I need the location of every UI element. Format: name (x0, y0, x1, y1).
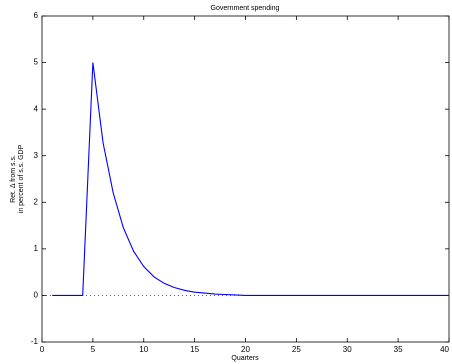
x-tick-label: 40 (440, 345, 449, 354)
y-tick-label: 0 (34, 291, 39, 300)
y-tick-label: 4 (34, 104, 39, 113)
data-line (52, 62, 449, 296)
x-tick-label: 0 (40, 345, 45, 354)
y-axis-label: in percent of s.s. GDP (18, 144, 25, 213)
x-tick-label: 10 (139, 345, 148, 354)
y-tick-label: 2 (34, 197, 39, 206)
y-tick-label: 1 (34, 244, 39, 253)
plot-frame (41, 15, 450, 343)
x-tick-label: 20 (241, 345, 250, 354)
y-axis-label: Ret. Δ from s.s. (10, 155, 17, 203)
x-tick-label: 5 (91, 345, 96, 354)
y-tick-label: -1 (31, 337, 39, 346)
chart-title: Government spending (211, 5, 280, 12)
x-tick-label: 35 (394, 345, 403, 354)
y-tick-label: 5 (34, 58, 39, 67)
x-tick-label: 30 (343, 345, 352, 354)
x-axis-label: Quarters (231, 355, 259, 362)
y-tick-label: 3 (34, 151, 39, 160)
x-tick-label: 15 (190, 345, 199, 354)
x-tick-label: 25 (292, 345, 301, 354)
y-tick-label: 6 (34, 11, 39, 20)
